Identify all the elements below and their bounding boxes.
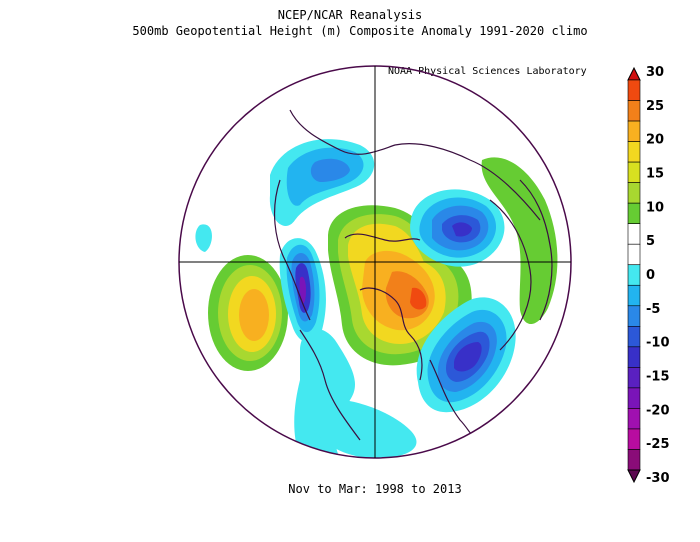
colorbar-bottom-triangle: [627, 469, 641, 484]
cold-anomaly-barents-sea: [269, 139, 375, 226]
colorbar-tick-label: 30: [646, 65, 664, 80]
colorbar-tick-label: 5: [646, 234, 655, 249]
map-subtitle: 500mb Geopotential Height (m) Composite …: [132, 24, 588, 38]
colorbar-segment: [627, 326, 641, 348]
colorbar-segment: [627, 79, 641, 101]
colorbar-segment: [627, 449, 641, 471]
colorbar-segment: [627, 202, 641, 224]
colorbar-segment: [627, 100, 641, 122]
coastlines: [273, 109, 553, 451]
colorbar-tick-label: -25: [646, 437, 670, 452]
colorbar-segment: [627, 243, 641, 266]
colorbar-tick-label: -15: [646, 370, 670, 385]
warm-anomaly-north-pacific: [481, 157, 558, 325]
map-title: NCEP/NCAR Reanalysis: [277, 8, 423, 22]
colorbar-segment: [627, 264, 641, 286]
time-period-label: Nov to Mar: 1998 to 2013: [288, 482, 462, 496]
colorbar-tick-label: -20: [646, 403, 670, 418]
cold-anomaly-north-atlantic: [279, 238, 326, 343]
colorbar-tick-label: -10: [646, 336, 670, 351]
colorbar-tick-label: 10: [646, 200, 664, 215]
colorbar-segment: [627, 161, 641, 183]
cold-anomaly-atlantic-halo: [294, 329, 355, 458]
colorbar-segment: [627, 367, 641, 389]
colorbar-segment: [627, 223, 641, 245]
anomaly-field: [195, 109, 558, 458]
colorbar-segment: [627, 346, 641, 368]
colorbar-segment: [627, 428, 641, 450]
colorbar-tick-label: 0: [646, 268, 655, 283]
colorbar-segment: [627, 141, 641, 163]
colorbar-tick-label: 25: [646, 99, 664, 114]
colorbar-tick-label: -5: [646, 302, 660, 317]
warm-anomaly-arctic: [328, 205, 472, 366]
colorbar-segment: [627, 387, 641, 409]
colorbar-tick-label: 15: [646, 167, 664, 182]
credit-label: NOAA Physical Sciences Laboratory: [388, 66, 587, 77]
colorbar-segment: [627, 284, 641, 307]
colorbar-segment: [627, 182, 641, 204]
colorbar-segment: [627, 120, 641, 142]
warm-anomaly-europe: [208, 255, 288, 371]
colorbar-top-triangle: [627, 66, 641, 81]
colorbar-segment: [627, 305, 641, 327]
cold-anomaly-siberia: [410, 189, 505, 267]
colorbar-tick-label: 20: [646, 133, 664, 148]
colorbar: 30 25 20 15 10 5 0 -5 -10 -15 -20 -25 -30: [627, 65, 670, 486]
cold-anomaly-gulf-of-alaska: [416, 297, 516, 413]
colorbar-tick-label: -30: [646, 471, 670, 486]
colorbar-segment: [627, 408, 641, 430]
